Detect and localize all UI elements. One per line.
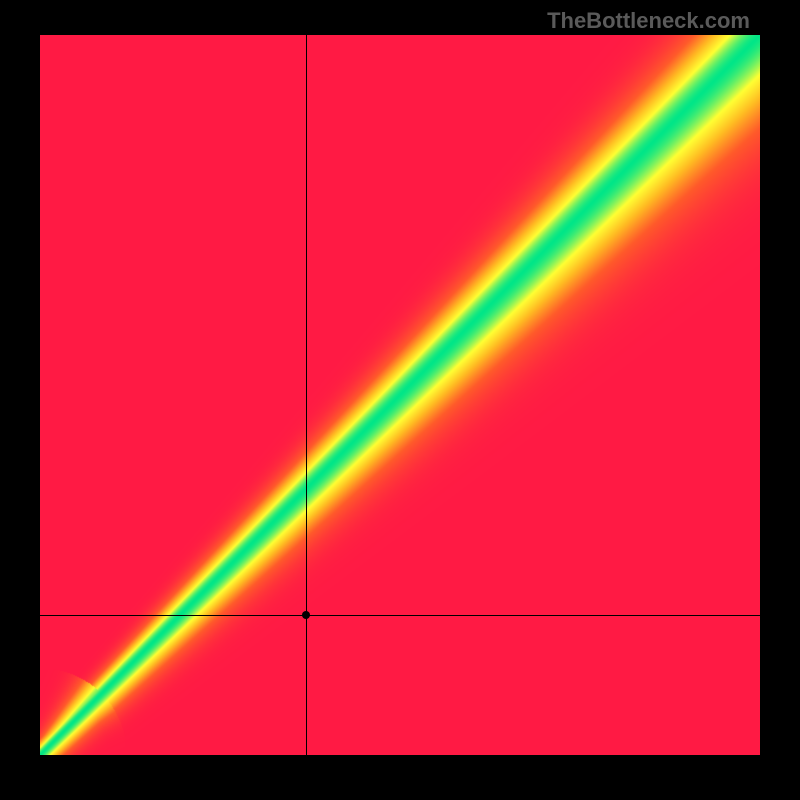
marker-dot: [302, 611, 310, 619]
crosshair-horizontal: [40, 615, 760, 616]
watermark-text: TheBottleneck.com: [547, 8, 750, 34]
plot-area: [40, 35, 760, 755]
heatmap-canvas: [40, 35, 760, 755]
crosshair-vertical: [306, 35, 307, 755]
